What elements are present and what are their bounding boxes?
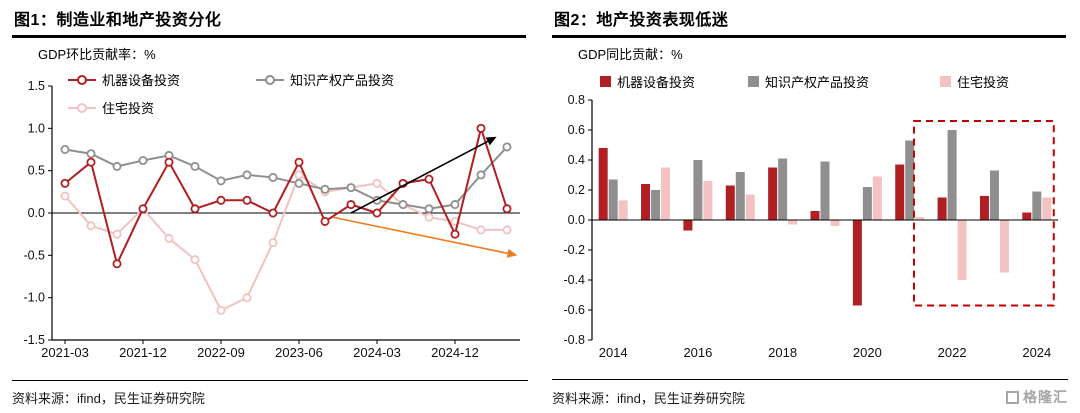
- equipment-swatch: [600, 76, 611, 87]
- chart2-title: 图2：地产投资表现低迷: [552, 4, 1066, 38]
- svg-text:2024-03: 2024-03: [353, 345, 401, 360]
- svg-text:-0.2: -0.2: [563, 243, 585, 257]
- legend-item-ip: 知识产权产品投资: [256, 70, 394, 89]
- svg-text:2016: 2016: [683, 345, 712, 360]
- chart1-footer: 资料来源：ifind，民生证券研究院: [12, 380, 528, 407]
- svg-text:1.0: 1.0: [28, 121, 45, 135]
- chart2-area: -0.8 -0.6 -0.4 -0.2 0.0 0.2 0.4 0.6 0.8 2014 2016 2…: [552, 36, 1068, 370]
- svg-text:2020: 2020: [853, 345, 882, 360]
- ip-swatch: [748, 76, 759, 87]
- chart1-axis-label: GDP环比贡献率：%: [38, 47, 156, 62]
- svg-text:0.6: 0.6: [568, 123, 585, 137]
- gelonghui-logo-icon: [1006, 390, 1019, 404]
- svg-text:0.0: 0.0: [568, 213, 585, 227]
- svg-text:0.2: 0.2: [568, 183, 585, 197]
- legend-label-housing: 住宅投资: [957, 75, 1010, 90]
- svg-text:-0.5: -0.5: [23, 248, 45, 262]
- svg-text:-1.0: -1.0: [23, 291, 45, 305]
- chart1-area: -1.5 -1.0 -0.5 0.0 0.5 1.0 1.5 2021-03 2021-12 20…: [12, 36, 528, 370]
- chart1-title: 图1：制造业和地产投资分化: [12, 4, 526, 38]
- legend-label-housing: 住宅投资: [102, 101, 155, 116]
- svg-text:2022: 2022: [938, 345, 967, 360]
- svg-text:0.5: 0.5: [28, 164, 45, 178]
- legend-item-equipment-bar: 机器设备投资: [600, 72, 695, 91]
- svg-text:2018: 2018: [768, 345, 797, 360]
- svg-text:0.0: 0.0: [28, 206, 45, 220]
- housing-swatch: [940, 76, 951, 87]
- legend-label-equipment: 机器设备投资: [102, 73, 181, 88]
- legend-label-ip: 知识产权产品投资: [290, 73, 395, 88]
- source-text: 资料来源：ifind，民生证券研究院: [552, 390, 745, 406]
- svg-text:2021-03: 2021-03: [41, 345, 89, 360]
- housing-line-marker: [68, 102, 96, 113]
- source-text: 资料来源：ifind，民生证券研究院: [12, 391, 205, 406]
- svg-text:1.5: 1.5: [28, 79, 45, 93]
- svg-text:2024-12: 2024-12: [431, 345, 479, 360]
- legend-item-housing-bar: 住宅投资: [940, 72, 1009, 91]
- ip-line-marker: [256, 74, 284, 85]
- svg-text:0.8: 0.8: [568, 93, 585, 107]
- panel-chart2: 图2：地产投资表现低迷 -0.8 -0.6 -0.4 -0.2 0.0 0.2 0.4 0.6…: [540, 0, 1080, 413]
- svg-text:2022-09: 2022-09: [197, 345, 245, 360]
- legend-item-equipment: 机器设备投资: [68, 70, 180, 89]
- legend-label-equipment: 机器设备投资: [617, 75, 696, 90]
- svg-text:2014: 2014: [599, 345, 628, 360]
- gelonghui-logo-text: 格隆汇: [1023, 389, 1068, 405]
- panel-chart1: 图1：制造业和地产投资分化 -1.5 -1.0 -0.5 0.0 0.5 1.0 1.5 20…: [12, 4, 528, 407]
- svg-text:-0.6: -0.6: [563, 303, 585, 317]
- chart2-footer: 资料来源：ifind，民生证券研究院 格隆汇: [552, 379, 1068, 407]
- equipment-line-marker: [68, 74, 96, 85]
- svg-text:-0.8: -0.8: [563, 333, 585, 347]
- legend-item-housing: 住宅投资: [68, 98, 154, 117]
- svg-text:0.4: 0.4: [568, 153, 585, 167]
- manufacturing-property-line-chart: -1.5 -1.0 -0.5 0.0 0.5 1.0 1.5 2021-03 2021-12 20…: [23, 79, 520, 360]
- svg-text:-0.4: -0.4: [563, 273, 585, 287]
- svg-text:-1.5: -1.5: [23, 333, 45, 347]
- chart2-axis-label: GDP同比贡献：%: [578, 47, 683, 62]
- svg-text:2024: 2024: [1022, 345, 1051, 360]
- property-investment-bar-chart: -0.8 -0.6 -0.4 -0.2 0.0 0.2 0.4 0.6 0.8 2014 2016 2…: [563, 93, 1058, 360]
- gelonghui-logo: 格隆汇: [1006, 387, 1068, 407]
- svg-text:2021-12: 2021-12: [119, 345, 167, 360]
- svg-text:2023-06: 2023-06: [275, 345, 323, 360]
- legend-item-ip-bar: 知识产权产品投资: [748, 72, 869, 91]
- legend-label-ip: 知识产权产品投资: [765, 75, 870, 90]
